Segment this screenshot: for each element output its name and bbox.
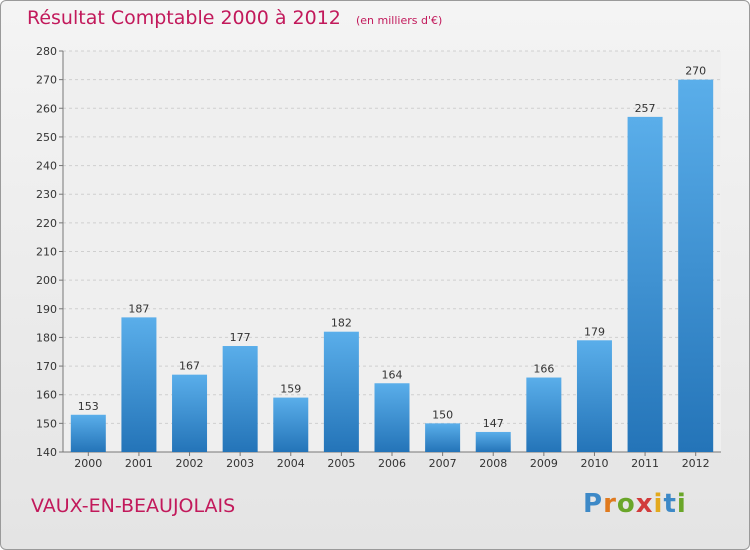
y-tick-label: 220 <box>36 217 57 230</box>
x-tick-label-2008: 2008 <box>479 457 507 470</box>
bar-2002 <box>172 374 208 452</box>
logo-letter: x <box>635 489 654 519</box>
y-tick-label: 240 <box>36 160 57 173</box>
data-label-2006: 164 <box>382 368 403 381</box>
data-label-2004: 159 <box>280 383 301 396</box>
x-tick-label-2000: 2000 <box>74 457 102 470</box>
bar-2006 <box>374 383 410 452</box>
logo-letter: r <box>603 489 617 519</box>
chart-title-unit: (en milliers d'€) <box>355 14 443 27</box>
x-tick-label-2010: 2010 <box>580 457 608 470</box>
y-tick-label: 140 <box>36 446 57 459</box>
data-label-2002: 167 <box>179 360 200 373</box>
x-tick-label-2005: 2005 <box>327 457 355 470</box>
data-label-2009: 166 <box>533 363 554 376</box>
y-tick-label: 150 <box>36 417 57 430</box>
x-tick-label-2006: 2006 <box>378 457 406 470</box>
y-tick-label: 170 <box>36 360 57 373</box>
bar-2005 <box>323 331 359 452</box>
y-tick-label: 230 <box>36 188 57 201</box>
bar-2009 <box>526 377 562 452</box>
x-tick-label-2003: 2003 <box>226 457 254 470</box>
bar-2007 <box>425 423 461 452</box>
bar-2004 <box>273 397 309 452</box>
data-label-2007: 150 <box>432 408 453 421</box>
y-tick-label: 200 <box>36 274 57 287</box>
x-tick-label-2007: 2007 <box>429 457 457 470</box>
x-tick-label-2011: 2011 <box>631 457 659 470</box>
y-tick-label: 280 <box>36 45 57 58</box>
data-label-2003: 177 <box>230 331 251 344</box>
y-tick-label: 180 <box>36 331 57 344</box>
logo-letter: t <box>663 489 677 519</box>
data-label-2012: 270 <box>685 65 706 78</box>
bar-2012 <box>678 79 714 453</box>
y-tick-label: 160 <box>36 389 57 402</box>
bar-2010 <box>576 340 612 452</box>
y-tick-label: 210 <box>36 246 57 259</box>
x-tick-label-2009: 2009 <box>530 457 558 470</box>
y-tick-label: 260 <box>36 102 57 115</box>
logo-letter: o <box>616 489 636 519</box>
data-label-2010: 179 <box>584 325 605 338</box>
logo-letter: P <box>583 489 604 519</box>
data-label-2001: 187 <box>128 302 149 315</box>
bar-2000 <box>70 414 106 452</box>
y-tick-label: 190 <box>36 303 57 316</box>
logo-letter: i <box>653 489 664 519</box>
chart-title: Résultat Comptable 2000 à 2012 (en milli… <box>27 7 442 29</box>
data-label-2008: 147 <box>483 417 504 430</box>
chart-title-main: Résultat Comptable 2000 à 2012 <box>27 7 341 29</box>
y-tick-label: 250 <box>36 131 57 144</box>
bar-2008 <box>475 431 511 452</box>
bar-2011 <box>627 116 663 452</box>
data-label-2005: 182 <box>331 317 352 330</box>
x-tick-label-2004: 2004 <box>277 457 305 470</box>
bar-2001 <box>121 317 157 452</box>
x-tick-label-2002: 2002 <box>176 457 204 470</box>
bar-2003 <box>222 346 258 452</box>
proxiti-logo: Proxiti <box>583 489 687 519</box>
commune-name: VAUX-EN-BEAUJOLAIS <box>31 495 236 517</box>
logo-letter: i <box>676 489 687 519</box>
data-label-2000: 153 <box>78 400 99 413</box>
data-label-2011: 257 <box>635 102 656 115</box>
x-tick-label-2012: 2012 <box>682 457 710 470</box>
y-tick-label: 270 <box>36 74 57 87</box>
x-tick-label-2001: 2001 <box>125 457 153 470</box>
